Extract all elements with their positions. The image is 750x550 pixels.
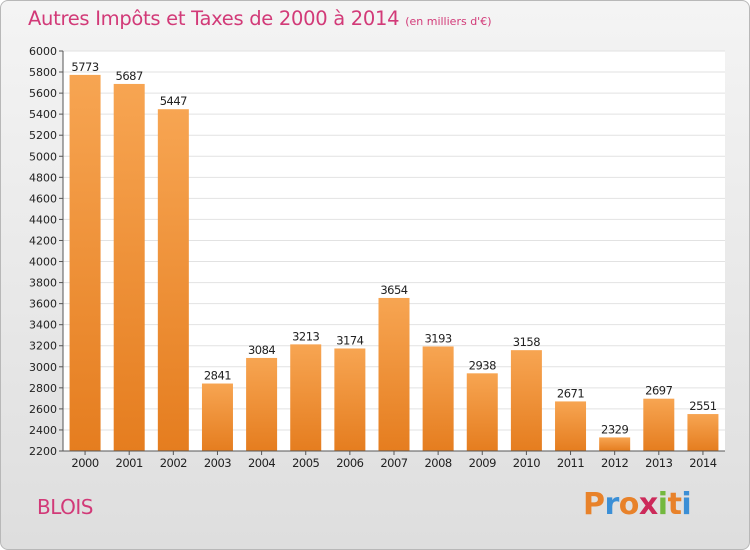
bar	[555, 401, 587, 451]
x-tick-label: 2012	[601, 456, 628, 470]
y-axis: 2200 2400 2600 2800 3000 3200 3400 3600 3800 4000…	[29, 45, 64, 458]
data-labels: 5773 5687 5447 2841 3084 3213 3174 3654 3193 2938…	[71, 60, 717, 437]
y-tick-label: 3200	[29, 340, 57, 353]
logo-letter: o	[618, 487, 640, 522]
x-tick-label: 2004	[248, 456, 275, 470]
x-tick-label: 2001	[116, 456, 143, 470]
data-label: 3174	[336, 333, 363, 347]
bar	[422, 346, 454, 451]
logo-letter: t	[667, 487, 682, 522]
y-tick-label: 2600	[29, 403, 57, 416]
x-tick-label: 2013	[645, 456, 672, 470]
bar	[599, 437, 631, 451]
logo-letter: i	[681, 487, 692, 522]
y-tick-label: 4600	[29, 192, 57, 205]
data-label: 2671	[557, 386, 584, 400]
x-tick-label: 2014	[689, 456, 716, 470]
bar	[290, 344, 322, 451]
y-tick-label: 3000	[29, 361, 57, 374]
logo-letter: x	[638, 487, 658, 522]
y-tick-label: 5400	[29, 108, 57, 121]
logo-letter: r	[604, 487, 620, 522]
data-label: 2551	[689, 399, 716, 413]
y-tick-label: 5200	[29, 129, 57, 142]
bar	[466, 373, 498, 451]
y-tick-label: 4800	[29, 171, 57, 184]
bar	[246, 357, 278, 451]
logo-letter: i	[657, 487, 668, 522]
y-tick-label: 2200	[29, 445, 57, 458]
y-tick-label: 3800	[29, 277, 57, 290]
bar	[334, 348, 366, 451]
data-label: 2841	[204, 369, 231, 383]
city-name: BLOIS	[37, 495, 94, 519]
y-tick-label: 2800	[29, 382, 57, 395]
y-tick-label: 6000	[29, 45, 57, 58]
x-tick-label: 2002	[160, 456, 187, 470]
y-tick-label: 5800	[29, 66, 57, 79]
data-label: 5773	[71, 60, 98, 74]
y-tick-label: 4000	[29, 256, 57, 269]
y-tick-label: 5600	[29, 87, 57, 100]
data-label: 3193	[424, 331, 451, 345]
x-tick-label: 2005	[292, 456, 319, 470]
bar	[201, 383, 233, 451]
data-label: 3213	[292, 329, 319, 343]
data-label: 2329	[601, 422, 628, 436]
y-tick-label: 5000	[29, 150, 57, 163]
data-label: 3654	[380, 283, 407, 297]
bar	[69, 74, 101, 451]
y-tick-label: 4200	[29, 234, 57, 247]
proxiti-logo: Proxiti	[583, 487, 692, 522]
data-label: 3084	[248, 343, 275, 357]
bar	[113, 83, 145, 452]
x-tick-label: 2000	[71, 456, 98, 470]
y-tick-label: 3400	[29, 319, 57, 332]
x-tick-label: 2008	[424, 456, 451, 470]
data-label: 3158	[513, 335, 540, 349]
y-tick-label: 2400	[29, 424, 57, 437]
chart-title: Autres Impôts et Taxes de 2000 à 2014 (en…	[28, 7, 491, 30]
bar	[378, 297, 410, 451]
bar	[157, 109, 189, 452]
x-axis: 2000 2001 2002 2003 2004 2005 2006 2007 2008 2009…	[63, 450, 725, 470]
x-tick-label: 2010	[513, 456, 540, 470]
x-tick-label: 2003	[204, 456, 231, 470]
chart-subtitle: (en milliers d'€)	[405, 15, 492, 28]
x-tick-label: 2011	[557, 456, 584, 470]
bar	[510, 350, 542, 451]
y-tick-label: 4400	[29, 213, 57, 226]
data-label: 2697	[645, 384, 672, 398]
bar	[643, 398, 675, 451]
bar	[687, 414, 719, 451]
data-label: 5447	[160, 94, 187, 108]
bars	[69, 74, 719, 452]
x-tick-label: 2006	[336, 456, 363, 470]
data-label: 5687	[116, 69, 143, 83]
logo-letter: P	[583, 487, 605, 522]
x-tick-label: 2007	[380, 456, 407, 470]
data-label: 2938	[469, 358, 496, 372]
x-tick-label: 2009	[469, 456, 496, 470]
chart-title-main: Autres Impôts et Taxes de 2000 à 2014	[28, 7, 400, 30]
y-tick-label: 3600	[29, 298, 57, 311]
